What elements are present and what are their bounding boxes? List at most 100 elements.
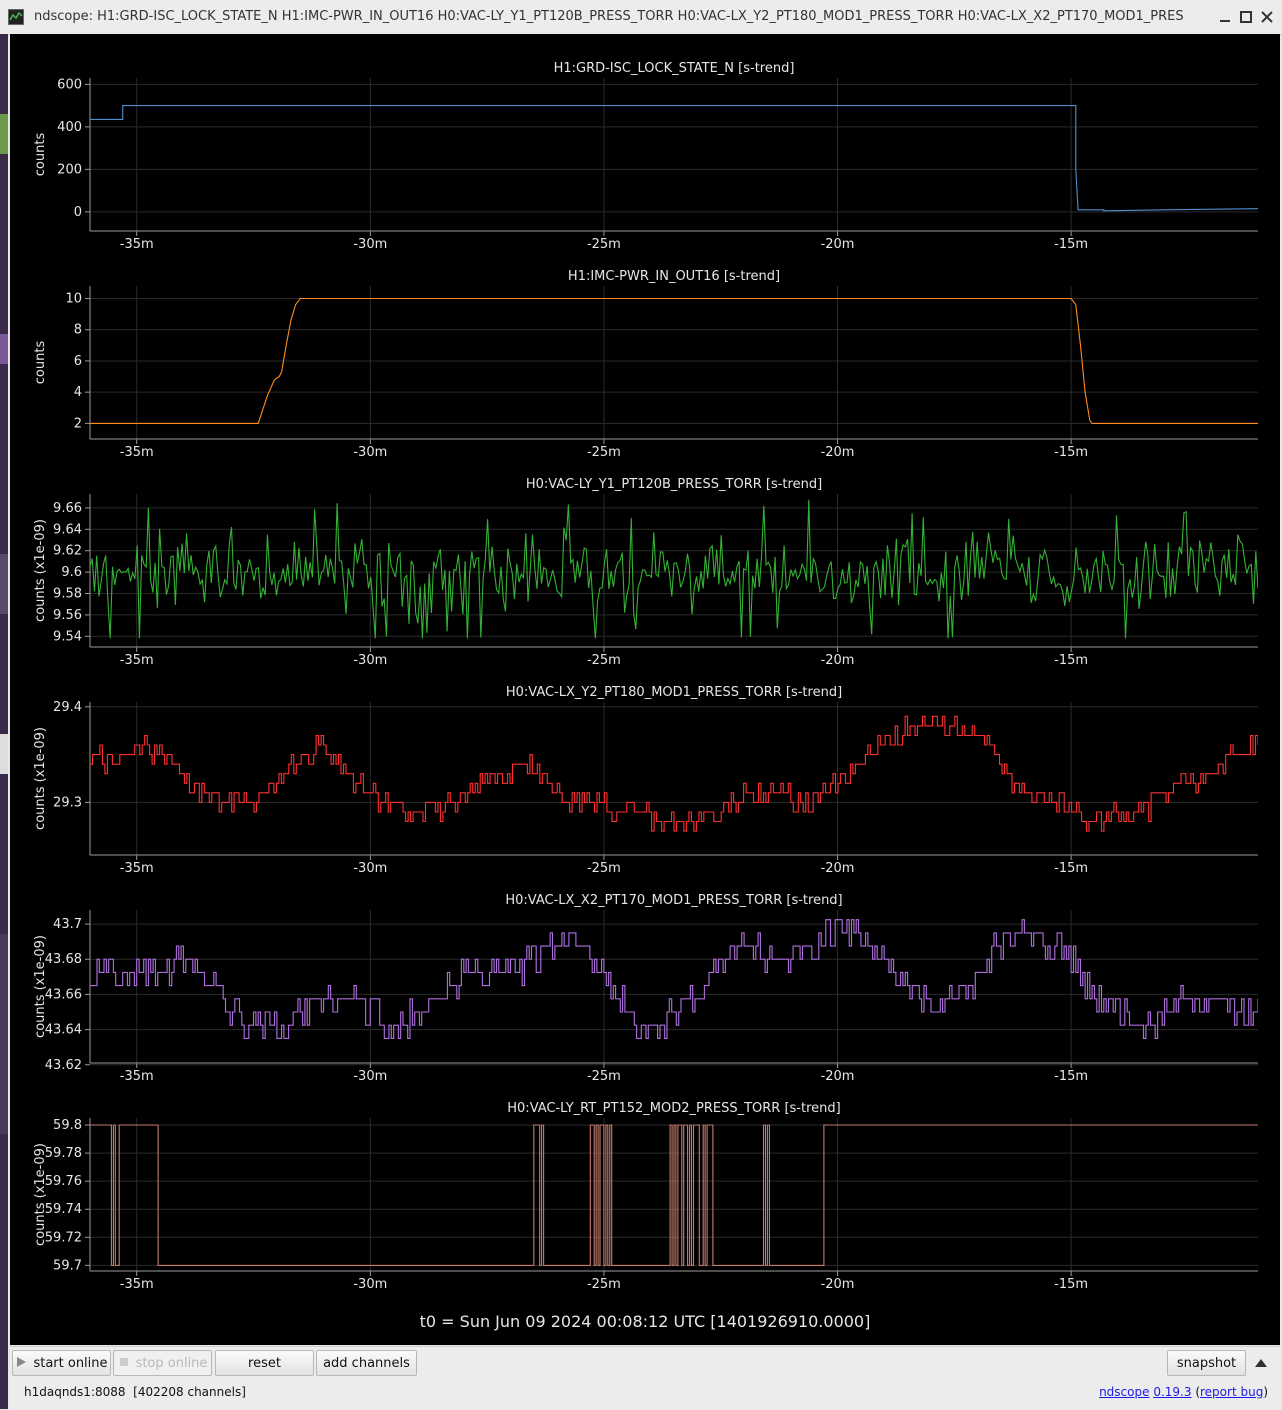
y-tick-label: 43.7 xyxy=(53,917,82,932)
x-tick-label: -30m xyxy=(353,1069,387,1084)
maximize-icon[interactable] xyxy=(1237,8,1255,26)
x-tick-label: -20m xyxy=(821,653,855,668)
x-tick-label: -30m xyxy=(353,653,387,668)
status-text: h1daqnds1:8088 [402208 channels] xyxy=(24,1385,246,1399)
x-tick-label: -15m xyxy=(1054,653,1088,668)
y-tick-label: 8 xyxy=(74,323,82,338)
x-tick-label: -30m xyxy=(353,861,387,876)
y-tick-label: 4 xyxy=(74,385,82,400)
version-link[interactable]: 0.19.3 xyxy=(1153,1385,1192,1399)
window-titlebar: ndscope: H1:GRD-ISC_LOCK_STATE_N H1:IMC-… xyxy=(0,0,1282,35)
start-online-button[interactable]: start online xyxy=(12,1350,111,1376)
plot-panel-3: H0:VAC-LY_Y1_PT120B_PRESS_TORR [s-trend]… xyxy=(33,477,1258,668)
minimize-icon[interactable] xyxy=(1216,8,1234,26)
y-tick-label: 10 xyxy=(65,291,82,306)
close-icon[interactable] xyxy=(1258,8,1276,26)
y-tick-label: 43.62 xyxy=(45,1058,82,1073)
control-bar: start online stop online reset add chann… xyxy=(10,1346,1280,1410)
y-axis-label: counts (x1e-09) xyxy=(33,935,48,1038)
stop-online-button[interactable]: stop online xyxy=(113,1350,212,1376)
plot-panel-2: H1:IMC-PWR_IN_OUT16 [s-trend] 2 4 6 8 10 -35m -… xyxy=(33,269,1258,460)
plot-panel-6: H0:VAC-LY_RT_PT152_MOD2_PRESS_TORR [s-tr… xyxy=(33,1101,1258,1292)
x-tick-label: -15m xyxy=(1054,1069,1088,1084)
y-tick-label: 9.58 xyxy=(53,587,82,602)
y-tick-label: 2 xyxy=(74,416,82,431)
y-tick-label: 59.74 xyxy=(45,1202,82,1217)
x-tick-label: -25m xyxy=(587,237,621,252)
series-line xyxy=(90,1124,1258,1266)
plot-panel-4: H0:VAC-LX_Y2_PT180_MOD1_PRESS_TORR [s-tr… xyxy=(33,685,1258,876)
background-desktop-strip xyxy=(0,34,8,1409)
x-tick-label: -35m xyxy=(120,1277,154,1292)
stop-icon xyxy=(119,1358,128,1366)
y-axis-label: counts (x1e-09) xyxy=(33,519,48,622)
y-tick-label: 43.64 xyxy=(45,1023,82,1038)
plot-title: H0:VAC-LY_Y1_PT120B_PRESS_TORR [s-trend] xyxy=(526,477,822,492)
x-tick-label: -20m xyxy=(821,1069,855,1084)
reset-button[interactable]: reset xyxy=(215,1350,314,1376)
plot-title: H1:GRD-ISC_LOCK_STATE_N [s-trend] xyxy=(554,61,795,76)
ndscope-link[interactable]: ndscope xyxy=(1099,1385,1150,1399)
y-tick-label: 29.4 xyxy=(53,700,82,715)
y-tick-label: 9.64 xyxy=(53,522,82,537)
y-tick-label: 200 xyxy=(57,162,82,177)
add-channels-button[interactable]: add channels xyxy=(316,1350,417,1376)
x-tick-label: -20m xyxy=(821,861,855,876)
server-label: h1daqnds1:8088 xyxy=(24,1385,126,1399)
x-tick-label: -20m xyxy=(821,237,855,252)
x-tick-label: -30m xyxy=(353,1277,387,1292)
y-axis-label: counts (x1e-09) xyxy=(33,727,48,830)
snapshot-button[interactable]: snapshot xyxy=(1167,1350,1246,1376)
y-tick-label: 400 xyxy=(57,120,82,135)
x-tick-label: -15m xyxy=(1054,237,1088,252)
y-tick-label: 600 xyxy=(57,77,82,92)
x-tick-label: -35m xyxy=(120,861,154,876)
y-tick-label: 59.76 xyxy=(45,1174,82,1189)
play-icon xyxy=(17,1357,27,1367)
y-tick-label: 9.6 xyxy=(61,565,82,580)
x-tick-label: -30m xyxy=(353,445,387,460)
plot-title: H0:VAC-LX_Y2_PT180_MOD1_PRESS_TORR [s-tr… xyxy=(506,685,842,700)
y-tick-label: 0 xyxy=(74,205,82,220)
y-tick-label: 9.62 xyxy=(53,544,82,559)
y-tick-label: 9.56 xyxy=(53,608,82,623)
y-tick-label: 43.66 xyxy=(45,987,82,1002)
collapse-up-icon[interactable] xyxy=(1254,1356,1268,1370)
t0-label: t0 = Sun Jun 09 2024 00:08:12 UTC [14019… xyxy=(419,1312,871,1331)
y-tick-label: 29.3 xyxy=(53,795,82,810)
series-line xyxy=(90,499,1258,639)
plot-panel-5: H0:VAC-LX_X2_PT170_MOD1_PRESS_TORR [s-tr… xyxy=(33,893,1258,1084)
y-tick-label: 9.66 xyxy=(53,501,82,516)
x-tick-label: -25m xyxy=(587,861,621,876)
series-line xyxy=(90,297,1258,424)
x-tick-label: -35m xyxy=(120,237,154,252)
x-tick-label: -35m xyxy=(120,445,154,460)
x-tick-label: -35m xyxy=(120,1069,154,1084)
plot-panel-1: H1:GRD-ISC_LOCK_STATE_N [s-trend] 0 200 400… xyxy=(33,61,1258,252)
series-line xyxy=(90,105,1258,212)
x-tick-label: -35m xyxy=(120,653,154,668)
y-tick-label: 9.54 xyxy=(53,629,82,644)
x-tick-label: -15m xyxy=(1054,861,1088,876)
y-tick-label: 59.72 xyxy=(45,1230,82,1245)
x-tick-label: -15m xyxy=(1054,445,1088,460)
y-axis-label: counts xyxy=(33,133,48,177)
series-line xyxy=(90,919,1258,1039)
y-tick-label: 6 xyxy=(74,354,82,369)
y-axis-label: counts (x1e-09) xyxy=(33,1143,48,1246)
y-tick-label: 43.68 xyxy=(45,952,82,967)
window-title: ndscope: H1:GRD-ISC_LOCK_STATE_N H1:IMC-… xyxy=(34,9,1184,24)
app-icon xyxy=(8,9,24,25)
x-tick-label: -25m xyxy=(587,445,621,460)
x-tick-label: -20m xyxy=(821,1277,855,1292)
x-tick-label: -20m xyxy=(821,445,855,460)
y-tick-label: 59.8 xyxy=(53,1118,82,1133)
y-tick-label: 59.7 xyxy=(53,1258,82,1273)
channel-count: [402208 channels] xyxy=(133,1385,246,1399)
plot-area[interactable]: H1:GRD-ISC_LOCK_STATE_N [s-trend] 0 200 400… xyxy=(10,34,1280,1345)
series-line xyxy=(90,715,1258,832)
x-tick-label: -25m xyxy=(587,653,621,668)
y-axis-label: counts xyxy=(33,341,48,385)
x-tick-label: -15m xyxy=(1054,1277,1088,1292)
report-bug-link[interactable]: report bug xyxy=(1200,1385,1264,1399)
